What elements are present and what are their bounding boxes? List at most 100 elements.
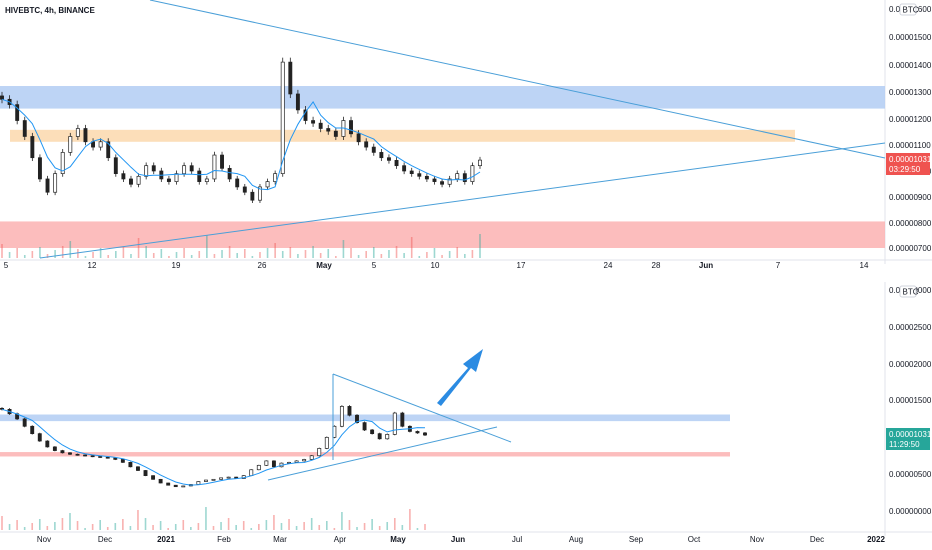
candle [371,146,376,153]
candle [113,457,118,460]
candle [402,165,407,172]
volume-bar [312,246,314,258]
volume-bar [403,253,405,258]
volume-bar [365,251,367,258]
candle [106,141,111,159]
volume-bar [236,253,239,258]
volume-bar [23,527,26,530]
volume-bar [395,246,398,258]
volume-bar [243,249,246,258]
volume-bar [378,526,381,530]
currency-badge-label: BTC [903,6,919,15]
zone-red [0,221,885,248]
y-tick-label: 0.00001300 [889,88,932,97]
candle [226,476,231,479]
candle [174,173,179,182]
candle [309,455,314,460]
volume-bar [137,238,140,258]
volume-bar [371,519,373,530]
volume-bar [198,251,201,258]
candle [83,128,88,143]
candle [273,173,278,182]
volume-bar [190,255,193,258]
volume-bar [227,518,230,530]
volume-bar [221,250,223,258]
volume-bar [54,250,56,258]
candle [318,122,323,129]
volume-bar [145,246,147,258]
countdown-timer: 03:29:50 [889,165,921,174]
volume-bar [61,246,64,258]
candle [432,178,437,182]
x-tick-label: Aug [569,535,583,544]
volume-bar [259,252,261,258]
volume-bar [16,520,18,530]
volume-bar [335,256,337,258]
candle [271,460,276,468]
candle [415,431,420,434]
volume-bar [479,234,481,258]
volume-bar [258,524,260,530]
volume-bar [159,521,162,530]
x-tick-label: Nov [750,535,764,544]
zone-blue [0,86,885,109]
candle [294,460,299,463]
x-tick-label: 17 [517,261,526,270]
volume-bar [16,248,18,258]
x-tick-label: 26 [258,261,267,270]
volume-bar [304,250,307,258]
candle [326,128,331,132]
y-tick-label: 0.00001200 [889,115,932,124]
candle [423,432,427,436]
volume-bar [273,515,275,530]
last-price-value: 0.00001031 [889,155,932,164]
volume-bar [182,520,185,530]
volume-bar [130,254,132,258]
volume-bar [410,237,413,258]
candle [173,484,178,488]
candle [250,191,255,201]
candle [356,133,361,143]
volume-bar [356,527,358,530]
x-tick-label: 14 [860,261,869,270]
candle [90,455,95,458]
x-tick-label: Dec [810,535,824,544]
volume-bar [99,248,102,258]
triangle-lower-line[interactable] [267,426,498,481]
candle [60,450,65,454]
volume-bar [152,253,155,258]
volume-bar [77,249,79,258]
candle [45,178,50,193]
candle [136,175,141,185]
trendline-upper[interactable] [149,0,886,159]
x-tick-label: Sep [629,535,644,544]
candle [158,478,163,484]
candle [470,165,475,182]
candle [387,157,391,161]
trendline-lower[interactable] [39,142,886,259]
triangle-upper-line[interactable] [332,373,512,443]
candle [45,440,50,448]
y-tick-label: 0.00000900 [889,193,932,202]
moving-average-line [1,408,426,486]
candle [288,61,293,95]
candle [317,448,322,457]
candle [280,61,285,174]
candle [417,173,422,177]
volume-bar [295,526,298,530]
candle [143,470,148,476]
candle [220,154,224,169]
candle [151,165,156,172]
volume-bar [213,254,216,258]
x-tick-label: 7 [776,261,781,270]
x-tick-label: 2022 [867,535,885,544]
countdown-timer: 11:29:50 [889,440,920,449]
candle [339,406,344,427]
candle [30,136,35,159]
volume-bar [297,254,299,258]
volume-bar [409,509,411,530]
candle [355,414,359,423]
candle [394,160,399,167]
